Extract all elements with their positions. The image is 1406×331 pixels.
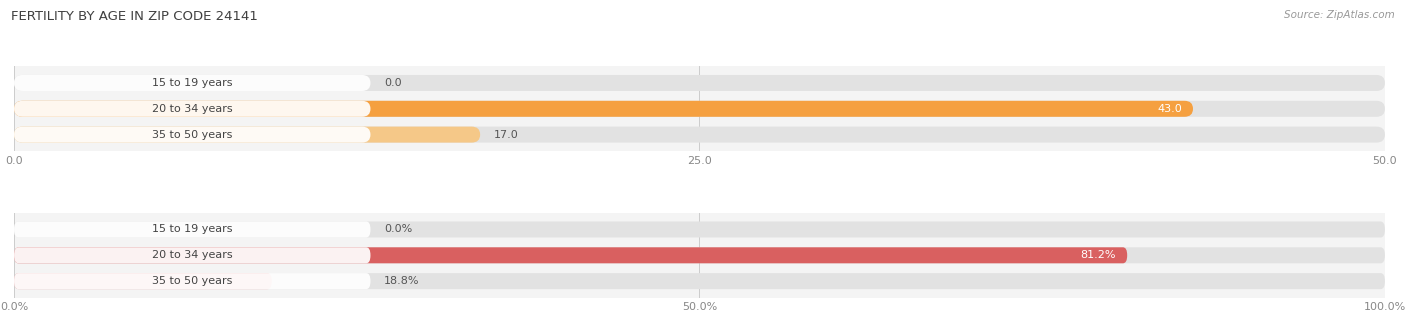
FancyBboxPatch shape [14, 126, 371, 143]
Text: 35 to 50 years: 35 to 50 years [152, 276, 232, 286]
Text: 20 to 34 years: 20 to 34 years [152, 250, 232, 260]
Text: 43.0: 43.0 [1157, 104, 1182, 114]
FancyBboxPatch shape [14, 247, 371, 263]
FancyBboxPatch shape [14, 126, 481, 143]
FancyBboxPatch shape [14, 126, 1385, 143]
Text: 0.0%: 0.0% [384, 224, 412, 234]
FancyBboxPatch shape [14, 101, 1385, 117]
Text: 18.8%: 18.8% [384, 276, 419, 286]
Text: 81.2%: 81.2% [1081, 250, 1116, 260]
Text: Source: ZipAtlas.com: Source: ZipAtlas.com [1284, 10, 1395, 20]
FancyBboxPatch shape [14, 247, 1128, 263]
Text: 15 to 19 years: 15 to 19 years [152, 224, 232, 234]
FancyBboxPatch shape [14, 101, 371, 117]
Text: 35 to 50 years: 35 to 50 years [152, 130, 232, 140]
FancyBboxPatch shape [14, 273, 1385, 289]
Text: FERTILITY BY AGE IN ZIP CODE 24141: FERTILITY BY AGE IN ZIP CODE 24141 [11, 10, 259, 23]
Text: 15 to 19 years: 15 to 19 years [152, 78, 232, 88]
FancyBboxPatch shape [14, 101, 1192, 117]
Text: 0.0: 0.0 [384, 78, 402, 88]
FancyBboxPatch shape [14, 75, 1385, 91]
FancyBboxPatch shape [14, 221, 1385, 238]
Text: 20 to 34 years: 20 to 34 years [152, 104, 232, 114]
FancyBboxPatch shape [14, 75, 371, 91]
FancyBboxPatch shape [14, 221, 371, 238]
FancyBboxPatch shape [14, 247, 1385, 263]
FancyBboxPatch shape [14, 273, 371, 289]
Text: 17.0: 17.0 [494, 130, 519, 140]
FancyBboxPatch shape [14, 273, 271, 289]
